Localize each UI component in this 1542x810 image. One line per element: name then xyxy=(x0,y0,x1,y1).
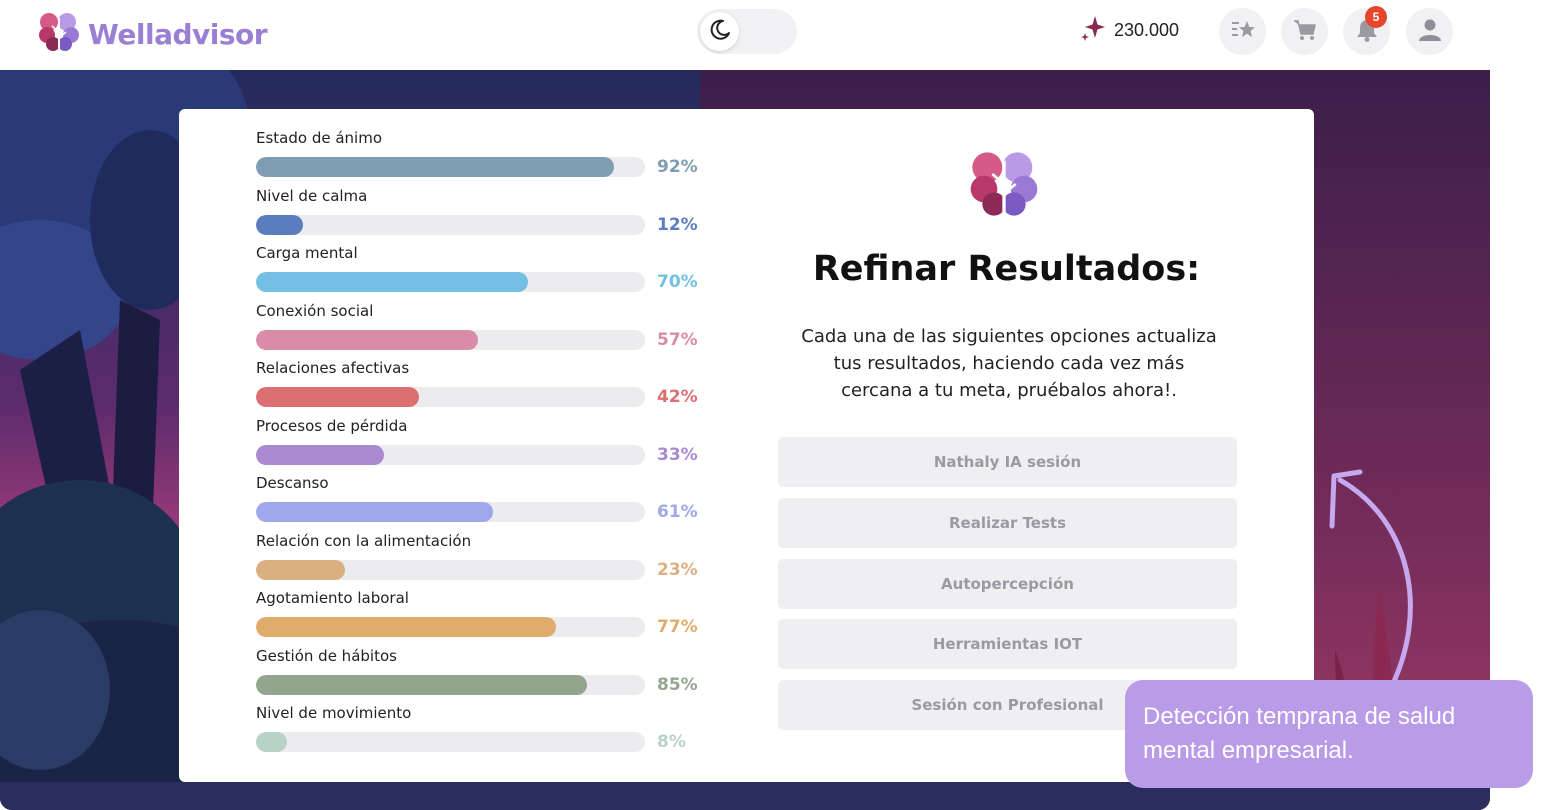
metric-label: Nivel de movimiento xyxy=(256,704,412,722)
star-list-icon xyxy=(1231,19,1255,45)
metric-label: Procesos de pérdida xyxy=(256,416,408,435)
notifications-button[interactable]: 5 xyxy=(1343,6,1390,55)
metric-percentage: 33% xyxy=(657,444,698,465)
user-icon xyxy=(1418,18,1442,46)
metric-row: Conexión social 57% xyxy=(256,302,736,358)
curved-arrow-icon xyxy=(1320,460,1430,704)
metric-label: Agotamiento laboral xyxy=(256,589,409,607)
metric-percentage: 8% xyxy=(657,732,686,752)
callout-text: Detección temprana de salud mental empre… xyxy=(1143,703,1456,764)
metric-progress-track xyxy=(256,329,645,350)
metric-label: Relación con la alimentación xyxy=(256,531,472,550)
metric-row: Carga mental 70% xyxy=(256,244,736,300)
results-card: Estado de ánimo 92% Nivel de calma 12% Carga… xyxy=(179,109,1314,782)
metric-row: Relación con la alimentación 23% xyxy=(256,532,736,588)
refine-description: Cada una de las siguientes opciones actu… xyxy=(801,326,1217,401)
metric-percentage: 61% xyxy=(657,502,698,522)
metric-row: Relaciones afectivas 42% xyxy=(256,359,736,415)
theme-knob xyxy=(700,12,739,51)
favorites-button[interactable] xyxy=(1219,8,1266,55)
option-nathaly-ia-button[interactable]: Nathaly IA sesión xyxy=(778,437,1237,487)
points-value: 230.000 xyxy=(1114,19,1180,40)
metric-progress-fill xyxy=(256,387,419,407)
metric-row: Procesos de pérdida 33% xyxy=(256,417,736,473)
refine-brain-icon xyxy=(969,147,1039,225)
metric-label: Nivel de calma xyxy=(256,186,368,205)
metric-progress-track xyxy=(256,444,645,465)
sparkle-icon xyxy=(1080,14,1106,46)
metric-progress-track xyxy=(256,502,645,522)
option-realizar-tests-button[interactable]: Realizar Tests xyxy=(778,498,1237,548)
metric-percentage: 77% xyxy=(657,617,698,637)
brand-logo[interactable]: Welladvisor xyxy=(38,10,268,58)
metric-percentage: 57% xyxy=(657,329,698,350)
metric-progress-track xyxy=(256,559,645,580)
metric-percentage: 85% xyxy=(657,674,698,695)
metric-progress-track xyxy=(256,272,645,292)
metric-progress-track xyxy=(256,157,645,177)
metric-progress-fill xyxy=(256,502,493,522)
profile-button[interactable] xyxy=(1406,8,1453,55)
option-autopercepcion-button[interactable]: Autopercepción xyxy=(778,559,1237,609)
cart-button[interactable] xyxy=(1281,8,1328,55)
metric-progress-fill xyxy=(256,732,287,752)
brain-logo-icon xyxy=(38,10,80,58)
metric-progress-fill xyxy=(256,214,303,235)
metric-row: Gestión de hábitos 85% xyxy=(256,647,736,703)
metric-progress-fill xyxy=(256,444,384,465)
metric-progress-fill xyxy=(256,617,556,637)
metric-row: Descanso 61% xyxy=(256,474,736,530)
notifications-badge: 5 xyxy=(1365,6,1387,28)
top-bar: Welladvisor 230.000 xyxy=(0,0,1490,70)
metric-progress-track xyxy=(256,617,645,637)
metric-label: Gestión de hábitos xyxy=(256,646,397,665)
metric-label: Descanso xyxy=(256,474,329,492)
option-herramientas-iot-button[interactable]: Herramientas IOT xyxy=(778,619,1237,669)
metric-row: Agotamiento laboral 77% xyxy=(256,589,736,645)
cart-icon xyxy=(1293,19,1317,45)
metric-progress-fill xyxy=(256,674,587,695)
callout-box: Detección temprana de salud mental empre… xyxy=(1125,680,1533,788)
metric-percentage: 12% xyxy=(657,214,698,235)
metric-percentage: 42% xyxy=(657,387,698,407)
theme-toggle[interactable] xyxy=(697,9,797,54)
metric-progress-fill xyxy=(256,157,614,177)
metric-progress-track xyxy=(256,214,645,235)
moon-icon xyxy=(708,18,732,46)
metric-row: Nivel de movimiento 8% xyxy=(256,704,736,760)
metric-progress-fill xyxy=(256,559,345,580)
metric-progress-fill xyxy=(256,272,528,292)
metric-progress-track xyxy=(256,732,645,752)
refine-title: Refinar Resultados: xyxy=(812,249,1201,289)
metric-label: Relaciones afectivas xyxy=(256,359,410,377)
metric-percentage: 92% xyxy=(657,157,698,177)
metric-progress-track xyxy=(256,387,645,407)
metric-label: Conexión social xyxy=(256,301,374,320)
metric-percentage: 70% xyxy=(657,272,698,292)
metric-row: Estado de ánimo 92% xyxy=(256,129,736,185)
metric-progress-fill xyxy=(256,329,478,350)
metric-percentage: 23% xyxy=(657,559,698,580)
metric-label: Carga mental xyxy=(256,244,358,262)
metric-label: Estado de ánimo xyxy=(256,129,383,147)
metric-progress-track xyxy=(256,674,645,695)
brand-name: Welladvisor xyxy=(88,17,268,51)
metric-row: Nivel de calma 12% xyxy=(256,187,736,243)
points-display: 230.000 xyxy=(1080,14,1179,46)
